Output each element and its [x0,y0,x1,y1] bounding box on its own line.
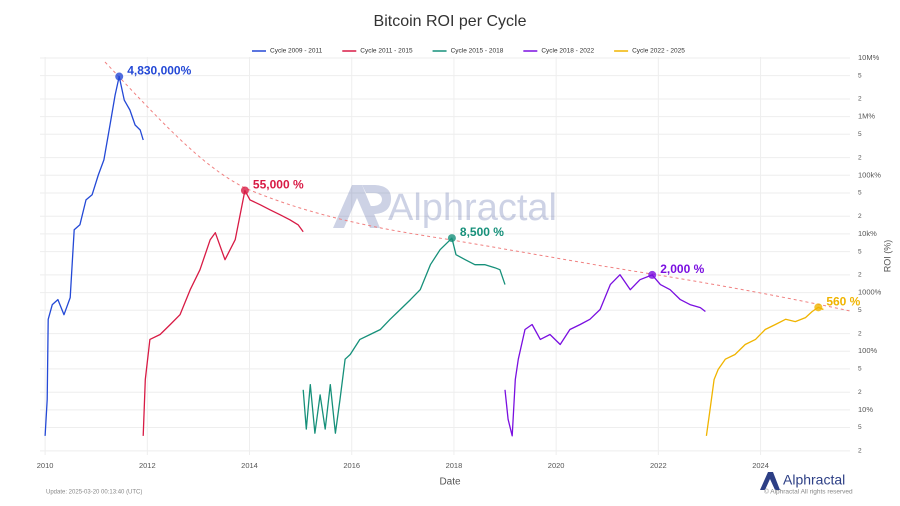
legend: Cycle 2009 - 2011 Cycle 2011 - 2015 Cycle … [252,48,685,55]
copyright: © Alphractal All rights reserved [764,488,853,496]
peak-marker [447,234,456,243]
y-tick-label: 5 [858,307,862,314]
peak-label: 560 % [826,295,860,309]
x-tick-label: 2018 [446,461,463,470]
y-tick-label: 10M% [858,53,880,62]
series-line [302,237,506,434]
x-tick-label: 2024 [752,461,769,470]
y-tick-label: 2 [858,330,862,337]
y-tick-label: 2 [858,154,862,161]
brand-logo [760,472,780,490]
watermark: Alphractal [333,185,557,229]
x-tick-label: 2016 [343,461,360,470]
y-tick-label: 2 [858,213,862,220]
peak-label: 2,000 % [660,262,704,276]
y-tick-label: 5 [858,424,862,431]
series-line [705,306,824,436]
x-tick-label: 2014 [241,461,258,470]
y-tick-label: 1000% [858,288,882,297]
watermark-logo [362,185,392,214]
x-tick-label: 2022 [650,461,667,470]
brand: Alphractal [783,472,845,488]
y-tick-label: 1M% [858,112,875,121]
peak-marker [814,303,823,312]
y-tick-label: 2 [858,272,862,279]
x-tick-label: 2012 [139,461,156,470]
grid [40,57,850,455]
peak-marker [648,270,657,279]
y-tick-label: 5 [858,248,862,255]
x-axis-label: Date [439,477,461,488]
x-tick-label: 2010 [37,461,54,470]
legend-label: Cycle 2009 - 2011 [270,48,323,55]
series-line [504,274,706,437]
watermark-logo [333,185,380,228]
series-line [142,189,304,436]
watermark-text: Alphractal [388,187,557,229]
y-tick-label: 5 [858,366,862,373]
y-tick-label: 100% [858,346,878,355]
y-tick-label: 5 [858,131,862,138]
peak-label: 4,830,000% [127,64,191,78]
peak-label: 55,000 % [253,178,304,192]
legend-label: Cycle 2018 - 2022 [541,48,594,55]
y-tick-label: 5 [858,72,862,79]
y-tick-label: 5 [858,190,862,197]
y-tick-label: 2 [858,96,862,103]
y-tick-label: 10% [858,405,873,414]
legend-label: Cycle 2011 - 2015 [360,48,413,55]
y-tick-label: 2 [858,448,862,455]
update-note: Update: 2025-03-20 00:13:40 (UTC) [46,490,142,496]
peak-marker [115,72,124,81]
peak-marker [240,186,249,195]
series-line [44,75,144,436]
y-tick-label: 10k% [858,229,877,238]
y-tick-label: 2 [858,389,862,396]
y-tick-label: 100k% [858,170,881,179]
legend-label: Cycle 2022 - 2025 [632,48,685,55]
x-tick-label: 2020 [548,461,565,470]
peak-label: 8,500 % [460,225,504,239]
y-axis-label: ROI (%) [882,240,892,273]
chart-title: Bitcoin ROI per Cycle [374,13,527,30]
legend-label: Cycle 2015 - 2018 [451,48,504,55]
